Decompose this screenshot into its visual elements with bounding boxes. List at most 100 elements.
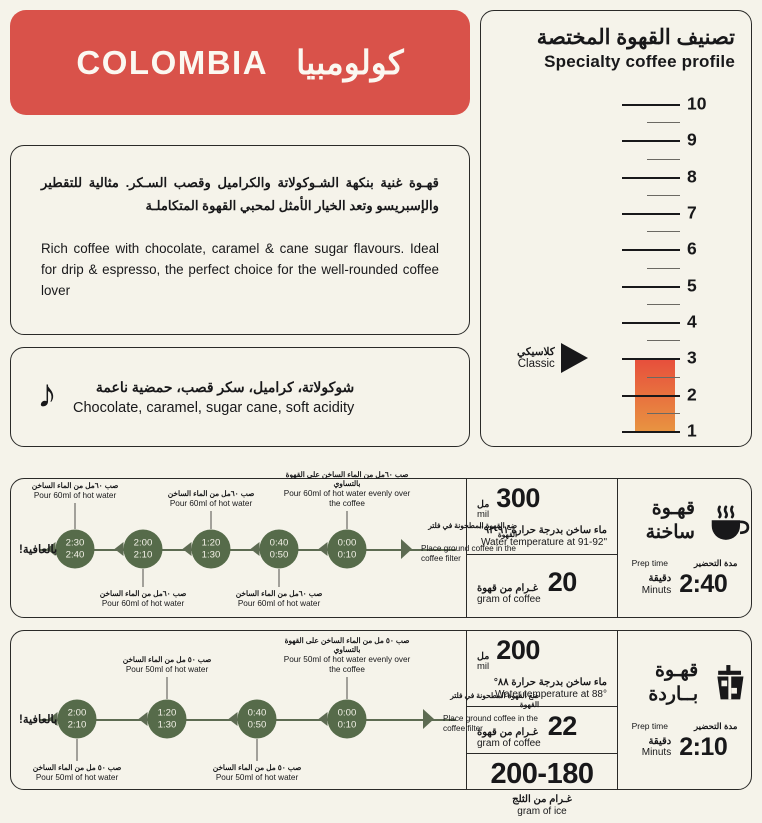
iced-coffee-cup-icon [717,664,744,699]
step-label-arabic: صب ٥٠ مل من الماء الساخن [122,654,212,664]
timeline-step-label: صب ٦٠مل من الماء الساخن Pour 60ml of hot … [73,589,213,609]
profile-tick-label-5: 5 [687,275,697,296]
timeline-step-label: صب ٥٠ مل من الماء الساخن على القهوة بالت… [277,636,417,675]
cold-stats-pane: 200 مل mil ماء ساخن بدرجة حرارة ٨٨° Water te… [466,631,618,817]
step-label-arabic: صب ٥٠ مل من الماء الساخن على القهوة بالت… [284,635,410,654]
timeline-step-node[interactable]: 0:00 0:10 [327,529,367,569]
timeline-stem [166,677,168,699]
timeline-step-node[interactable]: 0:40 0:50 [237,699,277,739]
infographic-canvas: COLOMBIA كولومبيا قهـوة غنية بنكهة الشـو… [10,10,752,817]
step-label-english: Pour 50ml of hot water evenly over the c… [283,655,411,674]
timeline-stem [210,511,212,529]
cold-prep-value: 2:10 [679,732,728,761]
profile-tick-label-7: 7 [687,202,697,223]
hot-prep-head-arabic: مدة التحضير [693,558,738,569]
step-label-english: Pour 50ml of hot water [35,773,119,783]
hot-brand-pane: قهـوة ساخنة Prep time مدة التحضير دقيقة [618,479,751,617]
description-card: قهـوة غنية بنكهة الشـوكولاتة والكراميل و… [10,145,470,335]
profile-minor-tick [647,231,680,233]
description-english: Rich coffee with chocolate, caramel & ca… [41,241,439,298]
hot-stat-unit-arabic: مل [477,499,490,510]
step-label-english: Pour 50ml of hot water [215,773,299,783]
cold-prep-unit-arabic: دقيقة [648,735,672,747]
timeline-end-caret [401,539,412,559]
cold-stat-row: 22 غـرام من قهوة gram of coffee [467,705,617,753]
profile-tick-label-10: 10 [687,93,707,114]
step-time-end: 0:50 [247,719,267,730]
hot-stat-unit-english: mil [477,509,490,521]
cold-stat-sub-english: gram of ice [517,806,567,818]
timeline-caret [228,712,238,726]
step-time-start: 0:40 [247,707,267,719]
step-time-end: 1:30 [201,549,221,560]
timeline-caret [182,542,192,556]
timeline-step-node[interactable]: 0:40 0:50 [259,529,299,569]
cold-prep-head-english: Prep time [631,720,668,731]
cold-stat-value: 200 [496,635,540,665]
step-time-end: 2:10 [67,719,87,730]
hot-stat-row: 20 غـرام من قهوة gram of coffee [467,553,617,617]
timeline-axis [39,549,456,551]
timeline-step-node[interactable]: 0:00 0:10 [327,699,367,739]
classic-label-english: Classic [517,357,555,370]
cold-stat-sub-arabic: غـرام من الثلج [512,793,572,805]
step-label-english: Pour 60ml of hot water [33,491,117,500]
flavour-arabic: شوكولاتة، كراميل، سكر قصب، حمضية ناعمة [95,378,355,395]
profile-tick-label-8: 8 [687,166,697,187]
hot-brew-timeline: 0:00 0:10 صب ٦٠مل من الماء الساخن على القه… [11,470,517,617]
hot-prep-head-english: Prep time [631,558,668,569]
hot-stat-sub-english: Water temperature at 91-92" [480,537,607,549]
timeline-step-node[interactable]: 2:00 2:10 [57,699,97,739]
timeline-stem [346,511,348,529]
step-time-start: 0:00 [337,707,357,719]
profile-minor-tick [647,412,680,414]
hot-brand-name: قهـوة ساخنة [645,497,695,543]
timeline-step-label: صب ٦٠مل من الماء الساخن Pour 60ml of hot … [141,489,281,509]
timeline-step-node[interactable]: 2:00 2:10 [123,529,163,569]
timeline-step-node[interactable]: 1:20 1:30 [191,529,231,569]
profile-tick-label-4: 4 [687,311,697,332]
cold-stat-sub-english: Water temperature at 88° [494,689,607,701]
hot-stat-sub-english: gram of coffee [477,593,541,605]
cold-stat-unit-english: mil [477,661,490,673]
profile-minor-tick [647,303,680,305]
profile-minor-tick [647,267,680,269]
step-label-arabic: صب ٦٠مل من الماء الساخن [31,480,119,490]
hot-stat-sub-arabic: غـرام من قهوة [477,582,538,594]
timeline-step-label: صب ٦٠مل من الماء الساخن Pour 60ml of hot … [5,481,145,501]
specialty-profile-card: تصنيف القهوة المختصة Specialty coffee pr… [480,10,752,447]
timeline-step-label: صب ٦٠مل من الماء الساخن على القهوة بالتس… [277,470,417,509]
profile-title-arabic: تصنيف القهوة المختصة [536,26,735,49]
step-label-arabic: صب ٦٠مل من الماء الساخن [99,589,187,598]
step-time-start: 2:30 [65,537,85,549]
cold-coffee-section: 0:00 0:10 صب ٥٠ مل من الماء الساخن على الق… [10,630,752,817]
step-time-start: 2:00 [133,537,153,549]
cold-stat-sub-english: gram of coffee [477,737,541,749]
bon-appetit-label: بالعافية! [19,544,58,556]
end-note-english: Place ground coffee in the coffee filter [443,714,538,734]
end-note-arabic: ضع القهوة المطحونة في فلتر القهوة [428,521,517,540]
cold-stat-row: 200 مل mil ماء ساخن بدرجة حرارة ٨٨° Water te… [467,631,617,706]
step-label-english: Pour 60ml of hot water [101,599,185,609]
timeline-stem [278,569,280,587]
hot-stat-value: 20 [547,566,578,597]
step-label-arabic: صب ٥٠ مل من الماء الساخن [212,763,302,772]
profile-tick-10 [622,104,680,106]
profile-minor-tick [647,340,680,342]
step-label-english: Pour 60ml of hot water [169,499,253,508]
cold-stat-sub-arabic: ماء ساخن بدرجة حرارة ٨٨° [493,676,607,688]
hot-prep-value: 2:40 [679,570,728,599]
timeline-step-label: صب ٦٠مل من الماء الساخن Pour 60ml of hot … [209,589,349,609]
profile-minor-tick [647,376,680,378]
place-ground-coffee-note: ضع القهوة المطحونة في فلتر القهوة Place g… [443,691,539,734]
timeline-step-node[interactable]: 2:30 2:40 [55,529,95,569]
step-time-end: 1:30 [157,719,177,730]
timeline-caret [48,712,58,726]
cold-stat-value: 22 [547,710,578,741]
timeline-step-node[interactable]: 1:20 1:30 [147,699,187,739]
profile-tick-8 [622,176,680,179]
profile-minor-tick [647,194,680,196]
profile-scale: 1 2 3 4 5 6 7 8 9 10 كلاسيكي Classic [497,86,735,441]
hot-prep-unit-english: Minuts [641,584,672,596]
step-label-arabic: صب ٦٠مل من الماء الساخن على القهوة بالتس… [285,469,409,488]
